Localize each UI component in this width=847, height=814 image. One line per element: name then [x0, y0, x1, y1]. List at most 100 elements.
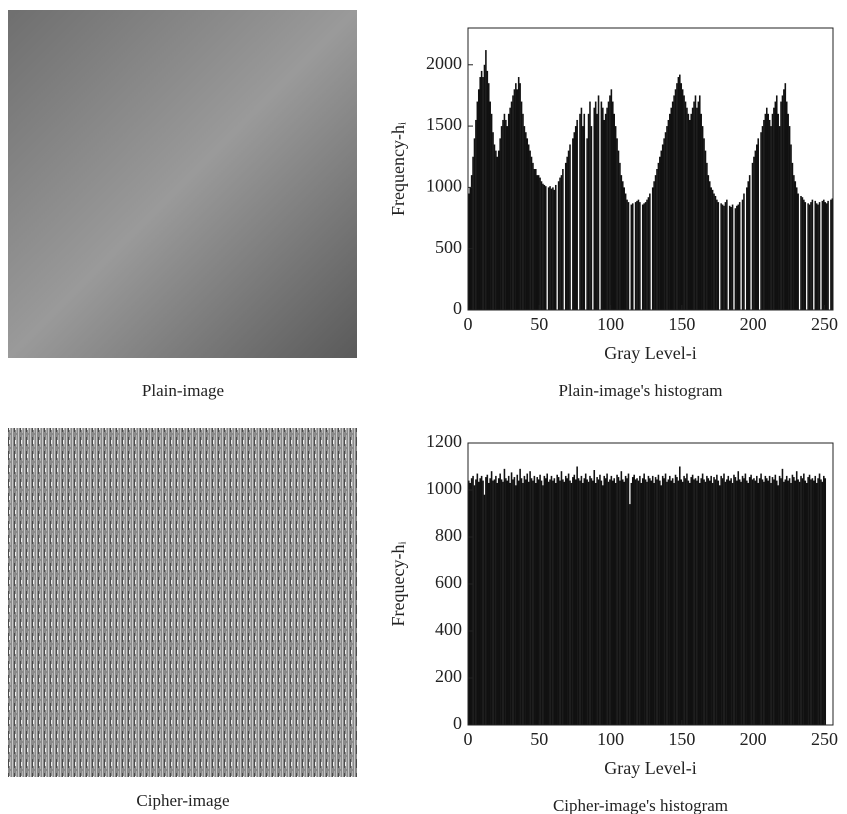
bar [505, 478, 507, 725]
bar [476, 101, 479, 310]
bar [602, 107, 604, 311]
bar [777, 113, 779, 311]
bar [653, 482, 655, 725]
bar [537, 175, 540, 310]
bar [686, 107, 688, 311]
bar [475, 479, 477, 725]
bar [674, 474, 677, 725]
chart-caption: Cipher-image's histogram [553, 796, 728, 814]
x-tick-label: 250 [811, 314, 838, 334]
bar [784, 479, 787, 725]
bar [728, 205, 731, 310]
bar [616, 474, 618, 725]
bar [718, 485, 721, 725]
bar [472, 475, 474, 725]
bar [691, 474, 694, 725]
bar [519, 468, 521, 725]
bar [770, 126, 772, 310]
bar [757, 138, 760, 310]
bar [486, 70, 489, 310]
bar [596, 477, 598, 725]
bar [696, 107, 698, 311]
bar [544, 186, 547, 310]
bar [800, 475, 802, 725]
bar [683, 95, 685, 310]
bar [620, 175, 623, 310]
bar [703, 479, 705, 725]
bar [817, 478, 819, 725]
bar [700, 113, 702, 311]
bar [768, 475, 771, 725]
bar [516, 89, 519, 310]
bar [599, 474, 601, 725]
bar [740, 481, 742, 725]
bar [778, 126, 781, 310]
bar [487, 482, 490, 725]
bar [517, 480, 520, 725]
bar [593, 107, 596, 311]
bar [477, 481, 480, 725]
bar [756, 475, 758, 725]
bar [788, 126, 791, 310]
bar [654, 477, 657, 725]
bar [496, 156, 499, 310]
bar [564, 475, 567, 725]
bar [803, 473, 805, 725]
bar [529, 150, 531, 310]
bar [794, 181, 797, 310]
bar [560, 175, 563, 310]
bar [764, 475, 767, 725]
bar [485, 50, 487, 310]
bar [818, 473, 821, 725]
y-tick-label: 0 [453, 713, 462, 733]
bar [805, 482, 808, 725]
bar [768, 119, 771, 311]
bar [750, 474, 752, 725]
bar [500, 479, 503, 725]
bar [693, 101, 695, 310]
bar [811, 199, 814, 310]
bar [698, 95, 701, 310]
bar [791, 474, 794, 725]
bar [492, 132, 494, 310]
bar [747, 181, 750, 310]
bar [587, 113, 590, 311]
bar [679, 74, 681, 310]
bar [807, 477, 809, 725]
bar [583, 478, 586, 725]
bar [574, 126, 577, 310]
bar [651, 475, 654, 725]
bar [794, 480, 797, 725]
bar [793, 175, 795, 310]
bar [468, 193, 470, 310]
bar [552, 187, 554, 310]
bar [562, 169, 564, 310]
bar [607, 101, 610, 310]
cipher-image [8, 428, 357, 777]
bar [535, 169, 537, 310]
bar [800, 195, 802, 310]
x-tick-label: 150 [668, 314, 695, 334]
bar [720, 475, 722, 725]
bar [495, 475, 497, 725]
bar [602, 485, 604, 725]
bar [643, 473, 645, 725]
bar [696, 480, 698, 725]
bar [830, 199, 832, 310]
bar [630, 204, 633, 310]
bar [736, 205, 738, 310]
bar [499, 473, 501, 725]
bar [710, 475, 712, 725]
bar [733, 474, 735, 725]
bar [639, 202, 641, 310]
bar [577, 478, 580, 725]
bar [579, 480, 581, 725]
bar [509, 482, 511, 725]
bar [584, 473, 587, 725]
bar [525, 132, 527, 310]
bar [473, 138, 476, 310]
bar [600, 101, 603, 310]
bar [820, 479, 822, 725]
bar [801, 197, 804, 310]
